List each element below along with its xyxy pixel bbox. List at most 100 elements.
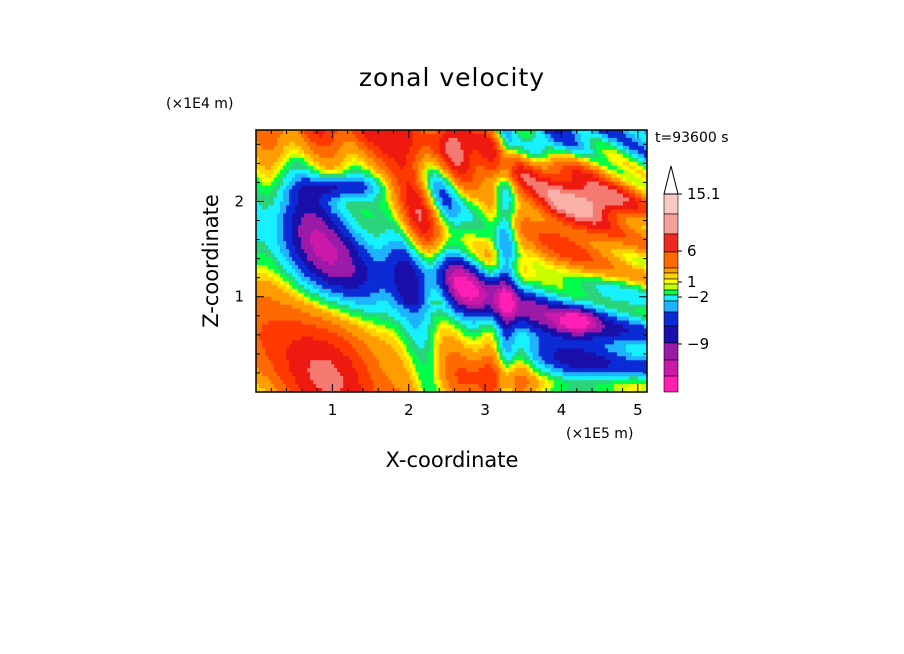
field-cell [256,181,260,187]
field-cell [421,292,426,298]
field-cell [442,328,447,334]
field-cell [433,312,438,318]
field-cell [478,237,483,242]
field-cell [451,149,456,155]
field-cell [475,137,480,143]
field-cell [289,332,293,338]
field-cell [361,217,365,222]
field-cell [466,336,471,341]
field-cell [310,372,314,377]
field-cell [451,316,456,322]
field-cell [379,340,383,345]
field-cell [421,169,426,175]
field-cell [385,360,389,365]
field-cell [370,320,374,326]
field-cell [391,181,395,187]
field-cell [376,348,380,353]
field-cell [367,153,371,159]
field-cell [331,237,335,242]
field-cell [265,284,269,290]
field-cell [394,149,398,155]
field-cell [352,340,356,345]
field-cell [274,245,278,250]
field-cell [376,340,380,345]
field-cell [469,332,474,338]
field-cell [421,276,426,282]
field-cell [478,296,483,302]
field-cell [283,157,287,163]
field-cell [256,177,260,183]
field-cell [478,368,483,373]
field-cell [463,308,468,314]
field-cell [394,272,398,278]
field-cell [265,340,269,345]
field-cell [337,189,341,195]
field-cell [319,177,323,183]
field-cell [325,324,329,330]
field-cell [460,213,465,218]
field-cell [259,328,263,334]
field-cell [334,193,338,199]
field-cell [337,130,341,135]
field-cell [343,300,347,306]
field-cell [337,145,341,151]
field-cell [406,380,410,385]
y-multiplier-label: (×1E4 m) [166,96,233,112]
field-cell [472,205,477,210]
field-cell [268,340,272,345]
field-cell [343,388,347,392]
field-cell [364,384,368,389]
field-cell [469,292,474,298]
field-cell [265,145,269,151]
field-cell [364,173,368,179]
field-cell [358,360,362,365]
field-cell [460,288,465,294]
field-cell [388,261,392,266]
field-cell [319,348,323,353]
field-cell [391,284,395,290]
field-cell [298,388,302,392]
field-cell [274,348,278,353]
field-cell [391,197,395,203]
field-cell [307,221,311,226]
field-cell [463,161,468,167]
field-cell [469,304,474,310]
field-cell [271,169,275,175]
field-cell [376,137,380,143]
field-cell [406,217,410,222]
field-cell [337,360,341,365]
field-cell [385,328,389,334]
field-cell [472,149,477,155]
field-cell [256,360,260,365]
field-cell [445,384,450,389]
field-cell [316,217,320,222]
field-cell [265,296,269,302]
field-cell [349,161,353,167]
field-cell [466,352,471,357]
field-cell [265,272,269,278]
field-cell [385,161,389,167]
field-cell [469,185,474,191]
field-cell [466,308,471,314]
field-cell [274,225,278,230]
field-cell [406,261,410,266]
field-cell [259,233,263,238]
field-cell [340,356,344,361]
field-cell [451,308,456,314]
field-cell [346,201,350,207]
field-cell [307,261,311,266]
field-cell [445,344,450,349]
field-cell [271,253,275,258]
field-cell [262,304,266,310]
field-cell [448,264,453,270]
field-cell [334,380,338,385]
field-cell [409,257,413,262]
field-cell [283,205,287,210]
field-cell [382,181,386,187]
field-cell [316,221,320,226]
field-cell [436,368,441,373]
field-cell [361,213,365,218]
field-cell [322,201,326,207]
field-cell [301,300,305,306]
field-cell [301,173,305,179]
